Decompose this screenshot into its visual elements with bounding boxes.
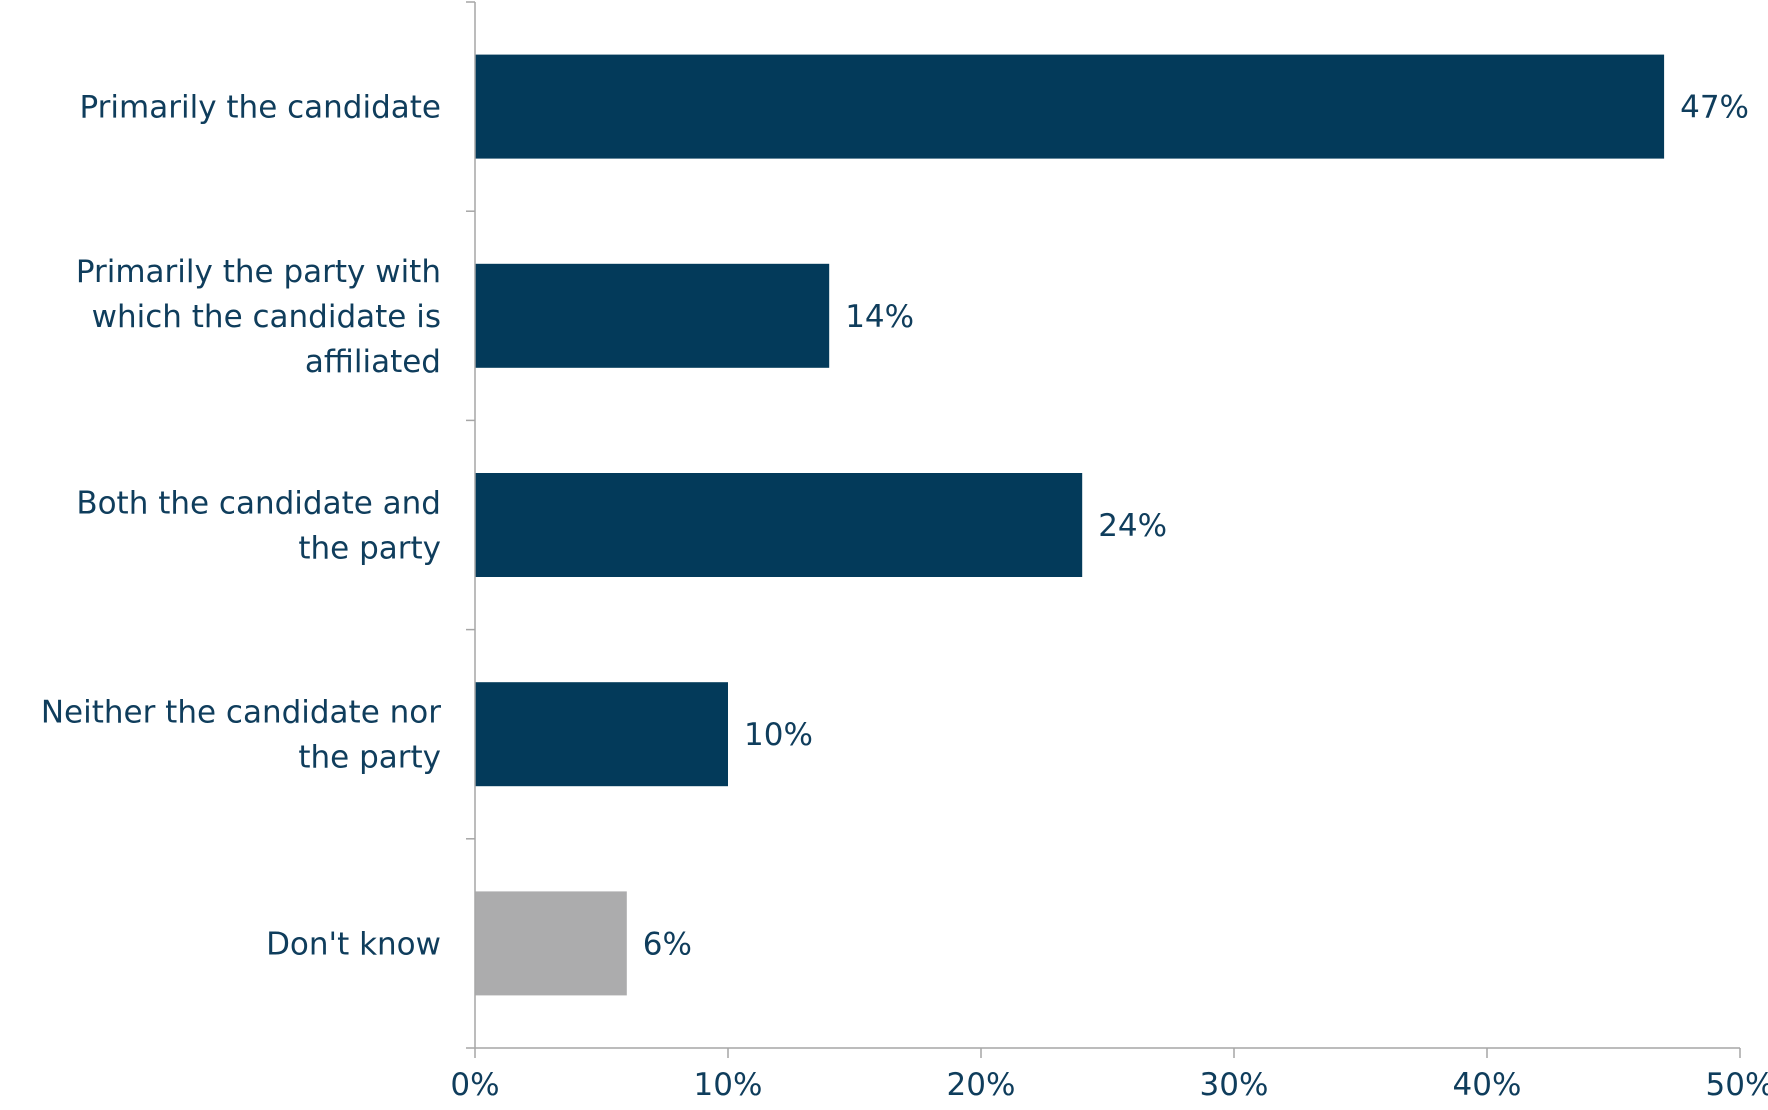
category-label-1-line-0: Primarily the party with — [76, 254, 441, 290]
category-label-3-line-0: Neither the candidate nor — [41, 695, 441, 731]
value-label-1: 14% — [845, 299, 914, 335]
bar-1 — [475, 263, 830, 368]
axis-layer: 0% 10% 20% 30% 40% 50% — [450, 1, 1768, 1103]
x-tick-label-1: 10% — [694, 1067, 763, 1103]
category-label-1-line-2: affiliated — [305, 344, 441, 380]
value-label-0: 47% — [1680, 90, 1749, 126]
x-tick-label-3: 30% — [1200, 1067, 1269, 1103]
category-label-0-line-0: Primarily the candidate — [80, 90, 441, 126]
bars-layer — [475, 54, 1665, 996]
x-tick-label-0: 0% — [450, 1067, 499, 1103]
value-label-2: 24% — [1098, 508, 1167, 544]
x-tick-label-4: 40% — [1453, 1067, 1522, 1103]
value-label-3: 10% — [744, 717, 813, 753]
x-tick-label-2: 20% — [947, 1067, 1016, 1103]
category-label-3: Neither the candidate nor the party — [41, 695, 441, 776]
bar-3 — [475, 682, 728, 787]
bar-0 — [475, 54, 1665, 159]
bar-2 — [475, 473, 1083, 577]
category-label-2-line-1: the party — [298, 531, 441, 567]
category-label-3-line-1: the party — [298, 740, 441, 776]
bar-4 — [475, 891, 627, 996]
category-label-4-line-0: Don't know — [266, 926, 441, 962]
value-label-4: 6% — [643, 926, 692, 962]
category-label-2: Both the candidate and the party — [76, 486, 441, 567]
category-label-0: Primarily the candidate — [80, 90, 441, 126]
labels-layer: 47% Primarily the candidate 14% Primarily t… — [41, 90, 1749, 963]
x-tick-label-5: 50% — [1706, 1067, 1768, 1103]
category-label-1: Primarily the party with which the candid… — [76, 254, 441, 380]
category-label-1-line-1: which the candidate is — [92, 299, 441, 335]
category-label-2-line-0: Both the candidate and — [76, 486, 441, 522]
category-label-4: Don't know — [266, 926, 441, 962]
